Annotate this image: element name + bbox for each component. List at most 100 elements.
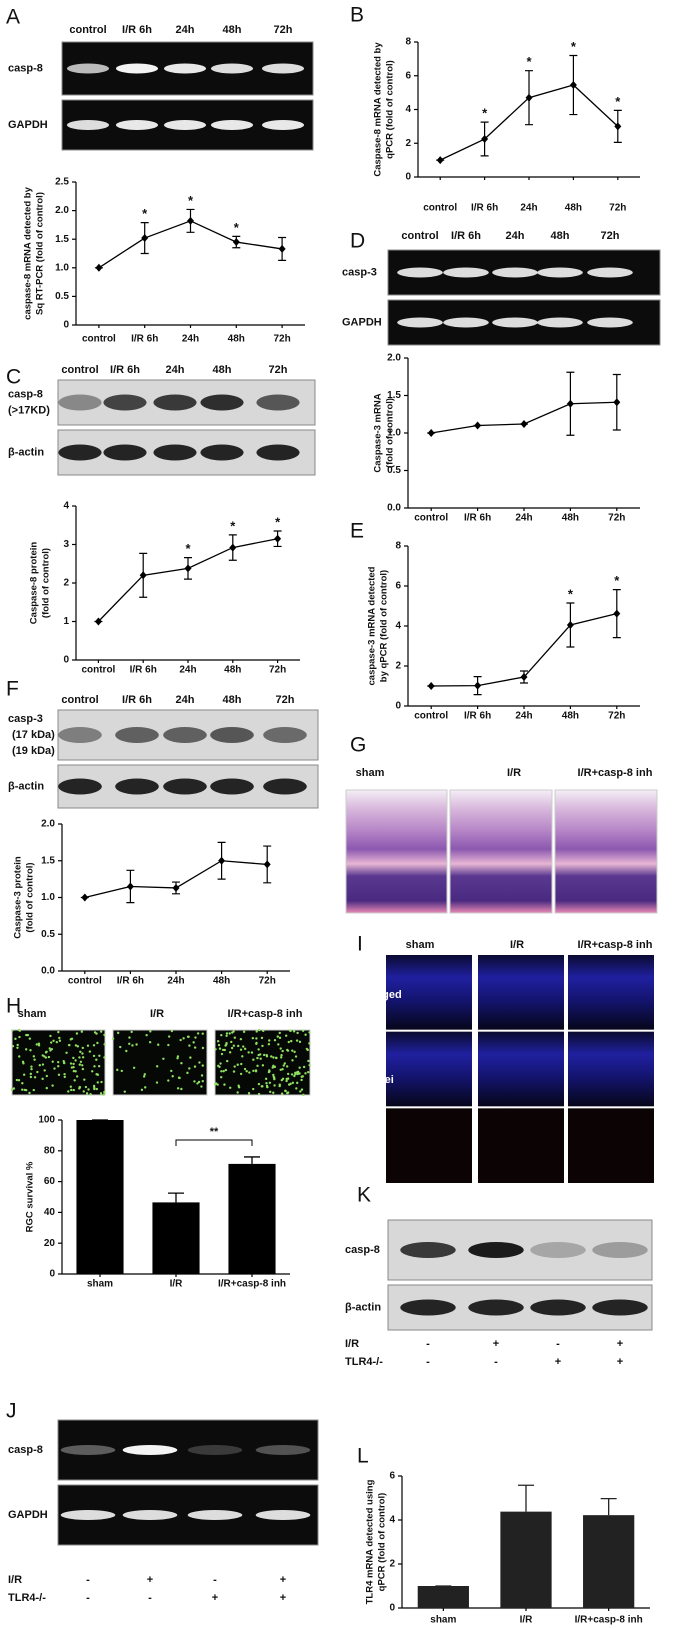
speckle: [296, 1081, 299, 1085]
lane-label: 24h: [176, 694, 195, 706]
speckle: [155, 1065, 159, 1068]
micrograph: [568, 1108, 654, 1183]
row-sublabel: (>17KD): [8, 404, 50, 416]
band: [261, 120, 305, 130]
y-tick-label: 1.5: [387, 390, 401, 401]
speckle: [233, 1065, 236, 1068]
speckle: [41, 1077, 44, 1081]
y-tick-label: 6: [405, 70, 411, 81]
y-tick-label: 1: [63, 616, 69, 627]
lane-label: 72h: [601, 230, 620, 242]
speckle: [187, 1035, 190, 1039]
speckle: [92, 1044, 96, 1047]
speckle: [14, 1037, 17, 1041]
speckle: [78, 1063, 82, 1066]
y-tick-label: 2: [389, 1559, 395, 1570]
speckle: [196, 1082, 199, 1085]
x-tick-label: 48h: [562, 711, 579, 722]
band: [58, 727, 102, 743]
speckle: [237, 1044, 240, 1048]
speckle: [223, 1048, 227, 1052]
speckle: [74, 1070, 77, 1073]
speckle: [236, 1063, 239, 1066]
speckle: [265, 1055, 269, 1058]
y-tick-label: 4: [63, 501, 69, 512]
point: [263, 860, 271, 869]
speckle: [131, 1044, 134, 1047]
y-tick-label: 80: [44, 1145, 56, 1156]
point: [569, 81, 577, 90]
band: [530, 1242, 586, 1258]
speckle: [167, 1079, 170, 1082]
speckle: [103, 1043, 106, 1046]
image-row-label: Iba1: [362, 1141, 384, 1153]
speckle: [279, 1047, 282, 1050]
band: [122, 1445, 178, 1455]
y-tick-label: 1.0: [55, 262, 69, 273]
point: [126, 882, 134, 891]
speckle: [45, 1086, 48, 1090]
y-tick-label: 0: [395, 701, 401, 712]
significance-marker: *: [230, 518, 236, 533]
speckle: [261, 1064, 265, 1067]
speckle: [82, 1090, 85, 1093]
speckle: [262, 1029, 265, 1033]
speckle: [256, 1056, 259, 1060]
band: [58, 394, 102, 411]
speckle: [283, 1062, 287, 1065]
band: [255, 1510, 311, 1520]
speckle: [239, 1048, 243, 1051]
speckle: [193, 1046, 197, 1049]
speckle: [228, 1032, 231, 1035]
point: [525, 93, 533, 102]
speckle: [11, 1029, 14, 1032]
speckle: [278, 1036, 282, 1040]
bar: [76, 1120, 124, 1274]
speckle: [196, 1032, 200, 1035]
speckle: [11, 1044, 15, 1048]
x-tick-label: control: [81, 665, 115, 676]
speckle: [78, 1086, 81, 1089]
speckle: [241, 1055, 244, 1058]
speckle: [232, 1044, 236, 1047]
speckle: [92, 1084, 96, 1088]
speckle: [80, 1030, 84, 1033]
speckle: [88, 1050, 92, 1053]
speckle: [72, 1069, 76, 1073]
micrograph: [214, 1029, 311, 1096]
speckle: [69, 1062, 73, 1065]
lane-label: 48h: [223, 24, 242, 36]
row-sublabel: (19 kDa): [12, 745, 55, 757]
speckle: [140, 1088, 144, 1092]
bar: [417, 1586, 469, 1608]
speckle: [277, 1043, 280, 1046]
lane-label: 72h: [269, 364, 288, 376]
image-label: sham: [18, 1008, 47, 1020]
x-tick-label: 24h: [515, 711, 532, 722]
lane-label: 72h: [276, 694, 295, 706]
micrograph: [554, 789, 658, 914]
speckle: [18, 1035, 21, 1039]
speckle: [261, 1044, 264, 1048]
band: [103, 444, 147, 461]
speckle: [22, 1073, 26, 1076]
speckle: [57, 1030, 60, 1034]
speckle: [63, 1072, 66, 1076]
speckle: [292, 1030, 296, 1033]
speckle: [167, 1035, 171, 1038]
speckle: [120, 1069, 123, 1073]
speckle: [308, 1063, 311, 1067]
speckle: [201, 1064, 204, 1067]
speckle: [103, 1033, 106, 1037]
point: [95, 263, 103, 272]
speckle: [45, 1074, 49, 1078]
bar: [500, 1511, 552, 1608]
speckle: [128, 1036, 131, 1039]
band: [255, 1445, 311, 1455]
y-tick-label: 2: [405, 138, 411, 149]
x-tick-label: 48h: [562, 513, 579, 524]
speckle: [12, 1087, 16, 1090]
x-tick-label: control: [68, 976, 102, 987]
speckle: [300, 1088, 304, 1091]
lane-label: I/R 6h: [122, 694, 152, 706]
